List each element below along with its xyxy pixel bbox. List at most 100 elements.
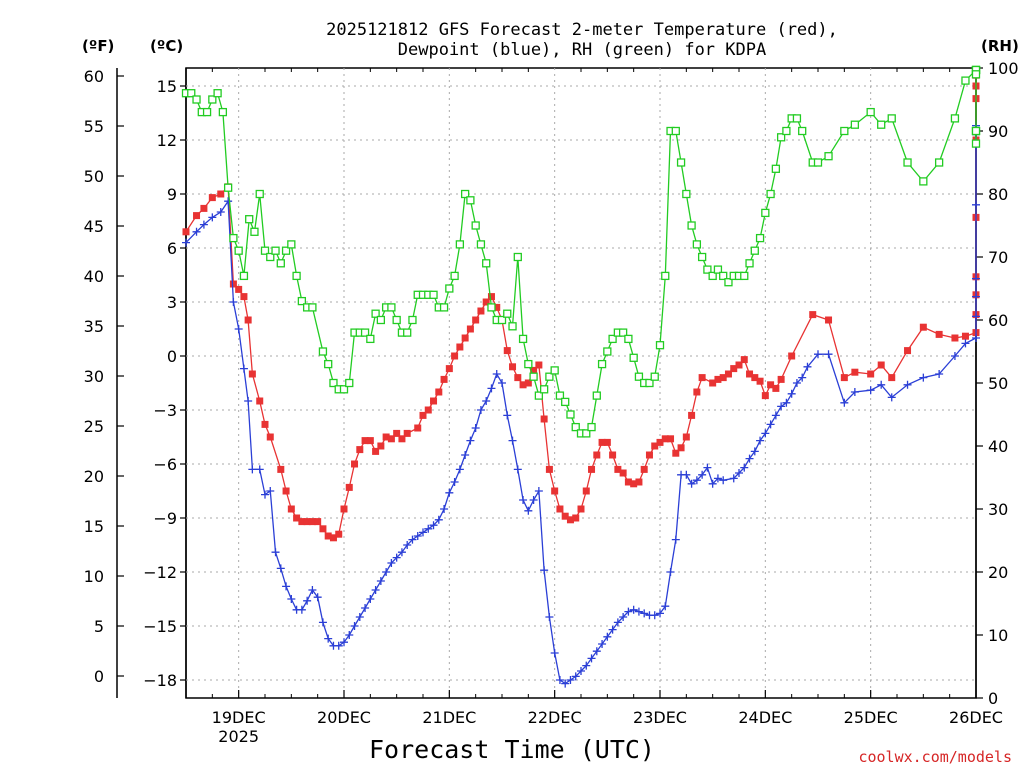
rh-point: [792, 114, 802, 123]
temperature-point: [308, 518, 316, 526]
rh-point: [339, 385, 349, 394]
temperature-point: [261, 420, 269, 428]
dewpoint-point: [619, 613, 628, 621]
temperature-point: [477, 307, 485, 315]
dewpoint-point: [577, 667, 585, 675]
rh-point: [971, 139, 981, 148]
temperature-point: [877, 361, 885, 369]
temperature-point: [345, 483, 353, 491]
rh-point: [450, 271, 459, 281]
dewpoint-point: [208, 213, 217, 222]
rh-point: [597, 359, 607, 369]
dewpoint-point: [555, 676, 564, 684]
dewpoint-point: [814, 350, 822, 359]
rh-point: [582, 429, 591, 438]
dewpoint-point: [540, 566, 549, 575]
dewpoint-point: [513, 465, 522, 474]
dewpoint-point: [629, 605, 638, 614]
temperature-point: [266, 433, 274, 441]
temperature-point: [208, 194, 216, 202]
rh-point: [561, 397, 570, 407]
dewpoint-point: [740, 463, 749, 472]
dewpoint-point: [935, 370, 944, 378]
rh-point: [213, 89, 222, 98]
rh-point: [455, 240, 465, 249]
rh-tick-label: 10: [988, 626, 1008, 645]
rh-point: [487, 303, 496, 312]
dewpoint-point: [972, 292, 980, 301]
temperature-point: [582, 487, 590, 495]
temperature-point: [340, 505, 348, 513]
fahrenheit-tick-label: 45: [84, 217, 104, 236]
temperature-point: [935, 330, 943, 338]
rh-point: [634, 372, 644, 381]
dewpoint-point: [534, 487, 543, 495]
temperature-point: [624, 478, 632, 486]
rh-point: [971, 70, 981, 79]
dewpoint-point: [297, 605, 306, 614]
dewpoint-point: [824, 350, 833, 359]
rh-point: [687, 221, 696, 230]
temperature-point: [377, 442, 385, 450]
rh-point: [629, 353, 638, 362]
temperature-point: [645, 451, 653, 459]
rh-point: [624, 334, 633, 344]
rh-point: [592, 391, 601, 400]
dewpoint-point: [682, 470, 691, 479]
temperature-point: [319, 525, 327, 533]
fahrenheit-unit-label: (ºF): [82, 37, 114, 55]
rh-point: [445, 284, 454, 293]
temperature-point: [509, 363, 517, 371]
dewpoint-point: [561, 679, 570, 688]
temperature-point: [461, 334, 469, 342]
temperature-point: [351, 460, 359, 468]
temperature-point: [598, 438, 606, 446]
dewpoint-point: [877, 380, 886, 389]
temperature-point: [466, 325, 474, 333]
rh-point: [292, 271, 301, 281]
temperature-point: [514, 374, 522, 382]
rh-point: [919, 177, 928, 186]
temperature-point: [540, 415, 548, 423]
temperature-point: [414, 424, 422, 432]
source-credit: coolwx.com/models: [858, 748, 1012, 766]
rh-point: [903, 158, 912, 167]
dewpoint-point: [498, 379, 506, 387]
celsius-tick-label: 3: [167, 293, 177, 312]
temperature-point: [303, 518, 311, 526]
temperature-point: [535, 361, 543, 369]
celsius-tick-label: −9: [153, 509, 177, 528]
celsius-tick-label: −15: [143, 617, 177, 636]
rh-point: [476, 240, 486, 249]
dewpoint-point: [276, 564, 285, 573]
dewpoint-point: [450, 478, 459, 486]
dewpoint-point: [566, 676, 575, 684]
temperature-point: [761, 392, 769, 400]
rh-point: [234, 246, 243, 255]
temperature-point: [487, 293, 495, 301]
temperature-point: [603, 438, 611, 446]
fahrenheit-tick-label: 30: [84, 367, 104, 386]
temperature-point: [566, 516, 574, 524]
dewpoint-point: [424, 524, 433, 533]
temperature-point: [809, 311, 817, 319]
temperature-point: [672, 449, 680, 457]
dewpoint-point: [792, 379, 801, 387]
fahrenheit-tick-label: 60: [84, 67, 104, 86]
celsius-tick-label: 12: [157, 131, 177, 150]
temperature-point: [398, 435, 406, 443]
dewpoint-point: [192, 227, 201, 236]
temperature-point: [651, 442, 659, 450]
rh-point: [329, 378, 338, 388]
rh-point: [287, 240, 296, 249]
rh-point: [887, 114, 896, 123]
dewpoint-point: [729, 474, 738, 483]
temperature-point: [472, 316, 480, 324]
dewpoint-point: [582, 661, 591, 670]
dewpoint-point: [735, 469, 743, 477]
rh-point: [324, 359, 333, 369]
temperature-point: [445, 365, 453, 373]
temperature-point: [229, 280, 237, 288]
temperature-point: [919, 323, 927, 331]
temperature-point: [619, 469, 627, 477]
